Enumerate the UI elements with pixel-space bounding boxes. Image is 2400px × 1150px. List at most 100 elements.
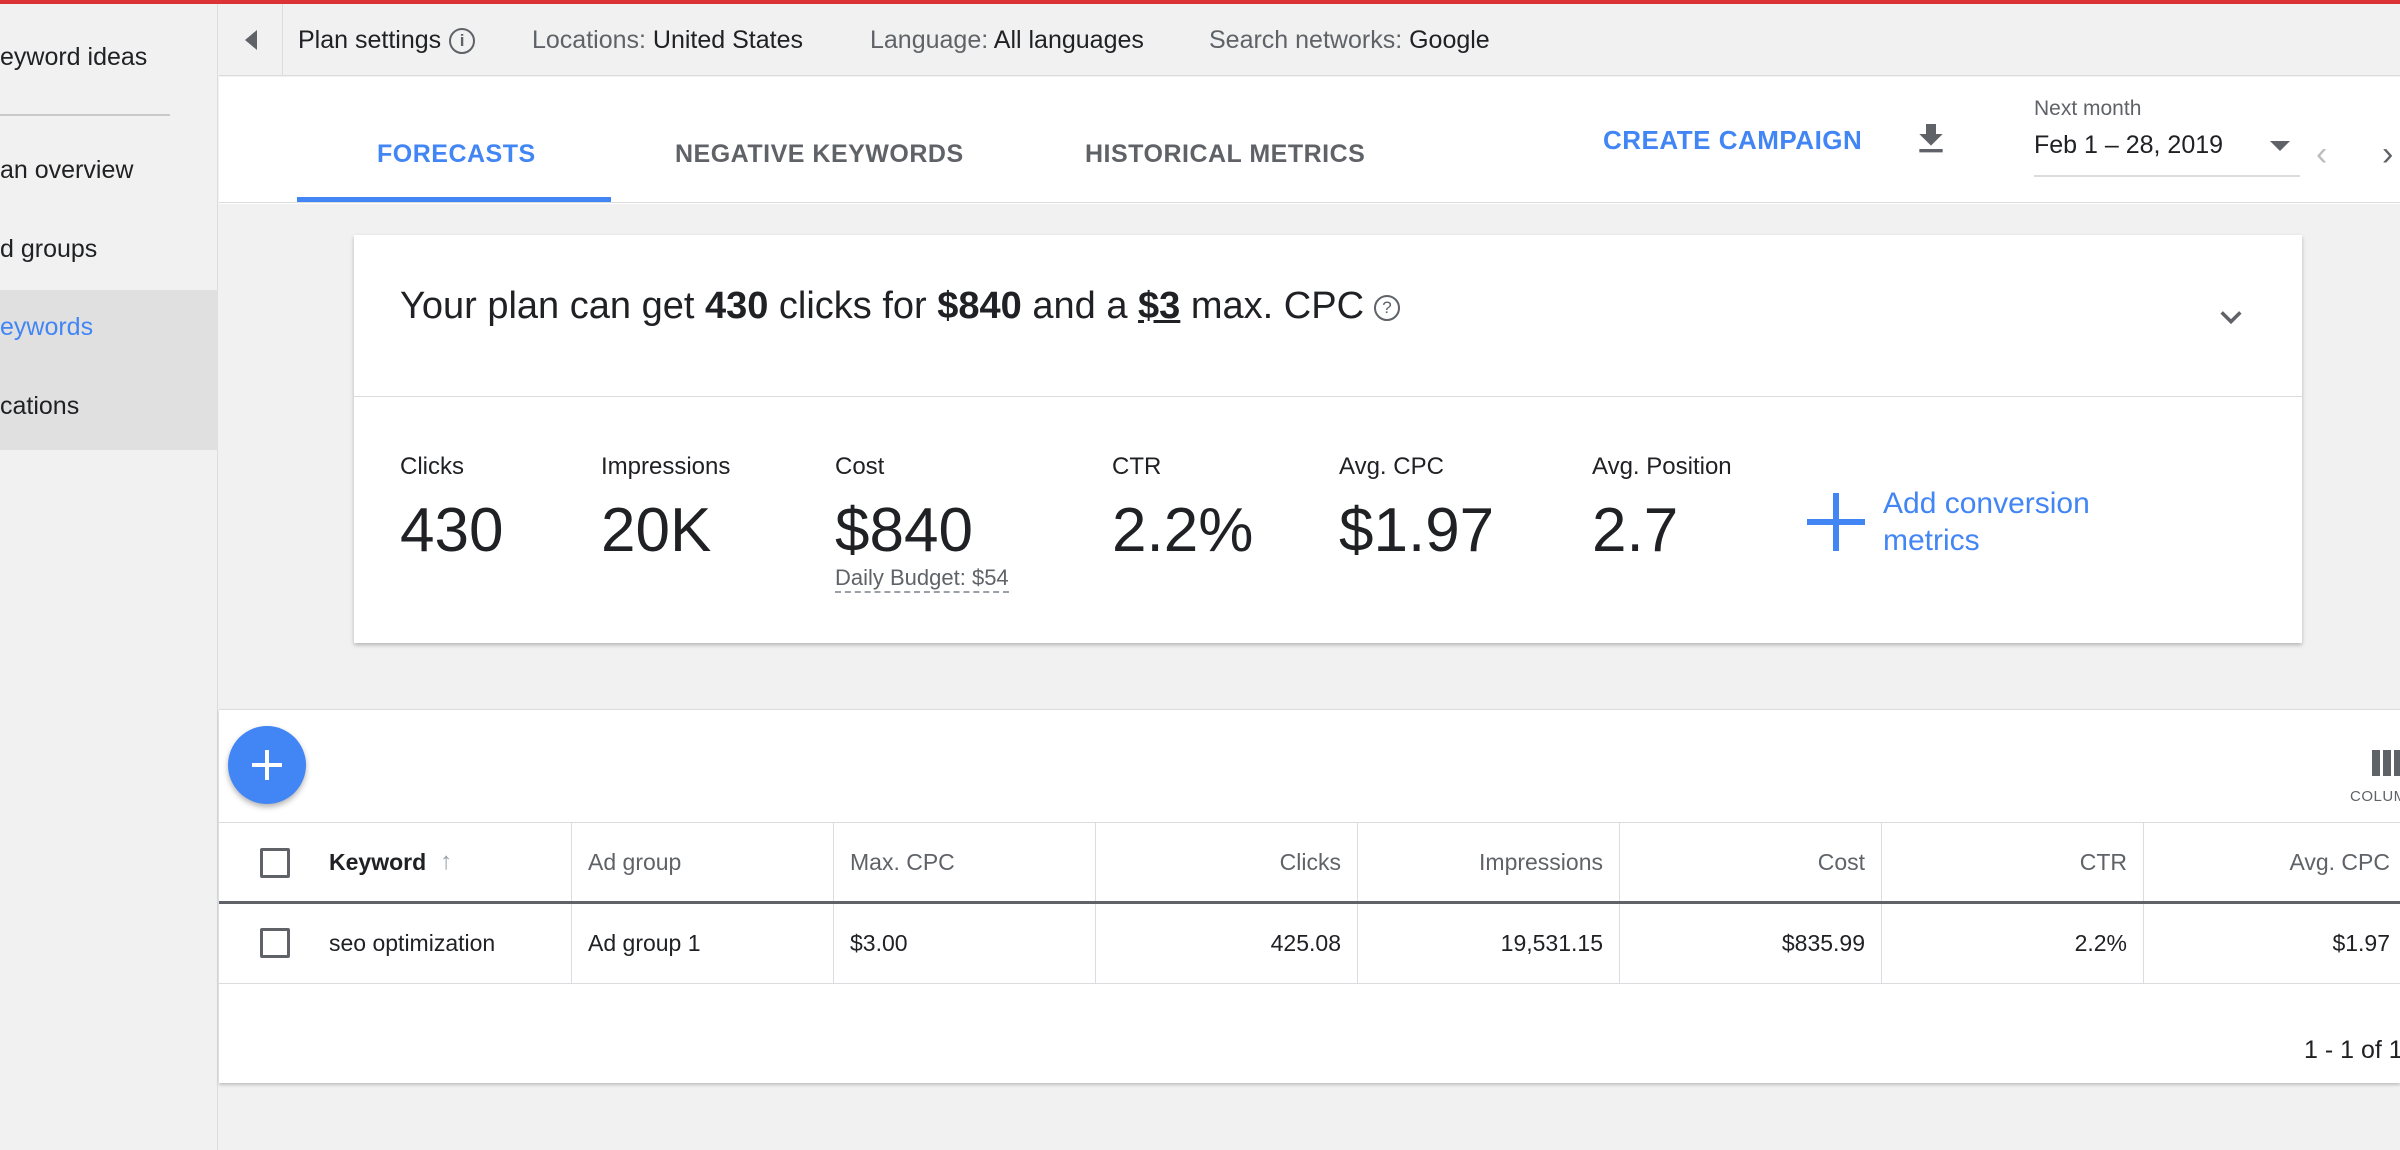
- columns-label: COLUMNS: [2350, 788, 2400, 805]
- header-max-cpc[interactable]: Max. CPC: [834, 823, 1096, 901]
- add-conversion-label: Add conversion metrics: [1883, 487, 2090, 557]
- header-ad-group[interactable]: Ad group: [572, 823, 834, 901]
- date-range-label: Next month: [2034, 97, 2142, 120]
- chevron-down-icon[interactable]: [2217, 303, 2245, 331]
- sidebar-item-keyword-ideas[interactable]: eyword ideas: [0, 43, 148, 71]
- metric-label: Avg. CPC: [1339, 453, 1444, 480]
- pagination-label: 1 - 1 of 1: [2304, 1036, 2400, 1064]
- date-range-picker[interactable]: Next month Feb 1 – 28, 2019: [2034, 97, 2300, 177]
- cell-max-cpc[interactable]: $3.00: [834, 904, 1096, 983]
- keywords-table-panel: COLUMNS Keyword ↑ Ad group Max. CPC Click…: [219, 709, 2400, 1083]
- metric-value: $1.97: [1339, 496, 1495, 565]
- cell-impressions: 19,531.15: [1358, 904, 1620, 983]
- add-conversion-metrics-button[interactable]: Add conversion metrics: [1807, 485, 2127, 565]
- language-setting[interactable]: Language: All languages: [870, 26, 1144, 55]
- tab-negative-keywords[interactable]: NEGATIVE KEYWORDS: [675, 140, 964, 168]
- cell-keyword: seo optimization: [219, 904, 572, 983]
- select-all-checkbox[interactable]: [260, 848, 290, 878]
- metric-value: 430: [400, 496, 504, 565]
- table-row: seo optimization Ad group 1 $3.00 425.08…: [219, 904, 2400, 984]
- cell-cost: $835.99: [1620, 904, 1882, 983]
- plus-icon: [1807, 493, 1865, 551]
- sidebar-item-plan-overview[interactable]: an overview: [0, 156, 134, 184]
- headline-clicks: 430: [704, 285, 769, 327]
- metric-ctr: CTR 2.2%: [1112, 453, 1253, 566]
- header-impressions[interactable]: Impressions: [1358, 823, 1620, 901]
- metric-label: CTR: [1112, 453, 1162, 480]
- header-keyword-label: Keyword: [329, 848, 427, 875]
- metric-label: Avg. Position: [1592, 453, 1732, 480]
- plan-settings-label: Plan settings: [298, 26, 442, 54]
- headline-max-cpc[interactable]: $3: [1138, 285, 1181, 327]
- header-avg-cpc[interactable]: Avg. CPC: [2289, 848, 2390, 875]
- columns-button[interactable]: COLUMNS: [2350, 730, 2400, 805]
- header-clicks[interactable]: Clicks: [1096, 823, 1358, 901]
- triangle-left-icon: [244, 30, 257, 50]
- metric-avg-position: Avg. Position 2.7: [1592, 453, 1732, 566]
- headline-pre: Your plan can get: [400, 285, 695, 327]
- header-cost[interactable]: Cost: [1620, 823, 1882, 901]
- top-accent-bar: [0, 0, 2400, 4]
- plan-settings[interactable]: Plan settings i: [298, 26, 476, 55]
- forecast-card: Your plan can get 430 clicks for $840 an…: [354, 235, 2302, 643]
- tab-historical-metrics[interactable]: HISTORICAL METRICS: [1085, 140, 1366, 168]
- metric-label: Clicks: [400, 453, 464, 480]
- metric-cost: Cost $840: [835, 453, 973, 566]
- metric-clicks: Clicks 430: [400, 453, 503, 566]
- info-icon[interactable]: i: [449, 28, 476, 55]
- locations-label: Locations:: [532, 26, 646, 54]
- sort-arrow-up-icon[interactable]: ↑: [440, 848, 453, 875]
- cell-clicks: 425.08: [1096, 904, 1358, 983]
- search-networks-value: Google: [1409, 26, 1490, 54]
- main-panel: FORECASTS NEGATIVE KEYWORDS HISTORICAL M…: [219, 77, 2400, 1083]
- headline-cost: $840: [937, 285, 1022, 327]
- row-checkbox[interactable]: [260, 928, 290, 958]
- metric-value: 20K: [601, 496, 712, 565]
- plan-settings-bar: Plan settings i Locations: United States …: [219, 4, 2400, 76]
- download-icon[interactable]: [1911, 119, 1951, 159]
- locations-setting[interactable]: Locations: United States: [532, 26, 803, 55]
- search-networks-label: Search networks:: [1209, 26, 1403, 54]
- language-label: Language:: [870, 26, 989, 54]
- sidebar-divider: [0, 114, 170, 116]
- metric-impressions: Impressions 20K: [601, 453, 730, 566]
- forecast-headline: Your plan can get 430 clicks for $840 an…: [400, 285, 1401, 328]
- metric-label: Cost: [835, 453, 885, 480]
- chevron-left-icon[interactable]: ‹: [2316, 135, 2328, 173]
- locations-value: United States: [652, 26, 804, 54]
- sidebar-item-ad-groups[interactable]: d groups: [0, 235, 98, 263]
- language-value: All languages: [993, 26, 1144, 54]
- sidebar-item-keywords[interactable]: eywords: [0, 313, 94, 341]
- chevron-right-icon[interactable]: ›: [2382, 135, 2394, 173]
- metric-value: $840: [835, 496, 973, 565]
- headline-post: max. CPC: [1190, 285, 1365, 327]
- forecast-summary: Your plan can get 430 clicks for $840 an…: [354, 235, 2302, 397]
- metric-value: 2.2%: [1112, 496, 1254, 565]
- header-keyword[interactable]: Keyword ↑: [219, 823, 572, 901]
- active-tab-indicator: [297, 197, 611, 202]
- add-keyword-button[interactable]: [228, 726, 306, 804]
- dropdown-caret-icon: [2270, 141, 2290, 151]
- metric-label: Impressions: [601, 453, 731, 480]
- cell-ad-group: Ad group 1: [572, 904, 834, 983]
- header-ctr[interactable]: CTR: [1882, 823, 2144, 901]
- sidebar-selected-group: [0, 290, 218, 450]
- cell-ctr: 2.2%: [1882, 904, 2144, 983]
- collapse-sidebar-button[interactable]: [219, 4, 283, 76]
- headline-mid1: clicks for: [778, 285, 927, 327]
- search-networks-setting[interactable]: Search networks: Google: [1209, 26, 1490, 55]
- create-campaign-button[interactable]: CREATE CAMPAIGN: [1603, 125, 1863, 155]
- sidebar-item-locations[interactable]: cations: [0, 392, 80, 420]
- help-icon[interactable]: ?: [1374, 294, 1401, 321]
- columns-icon: [2372, 750, 2400, 776]
- daily-budget-link[interactable]: Daily Budget: $54: [835, 565, 1009, 593]
- table-header: Keyword ↑ Ad group Max. CPC Clicks Impres…: [219, 822, 2400, 904]
- tabs-toolbar: FORECASTS NEGATIVE KEYWORDS HISTORICAL M…: [219, 77, 2400, 203]
- headline-mid2: and a: [1032, 285, 1128, 327]
- sidebar: eyword ideas an overview d groups eyword…: [0, 4, 218, 1150]
- cell-avg-cpc: $1.97: [2332, 930, 2390, 956]
- date-range-value: Feb 1 – 28, 2019: [2034, 131, 2224, 159]
- metric-value: 2.7: [1592, 496, 1679, 565]
- tab-forecasts[interactable]: FORECASTS: [377, 140, 536, 168]
- metric-avg-cpc: Avg. CPC $1.97: [1339, 453, 1494, 566]
